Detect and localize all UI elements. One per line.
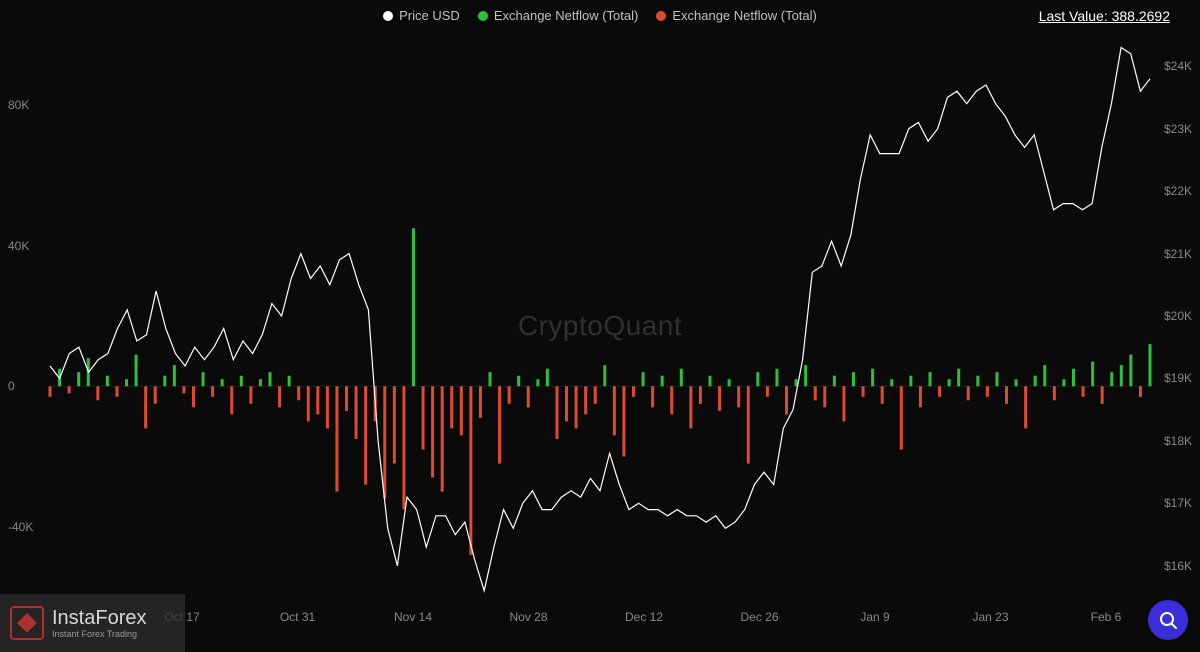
x-tick: Oct 31	[280, 610, 315, 624]
y-right-tick: $22K	[1164, 184, 1192, 198]
y-right-tick: $20K	[1164, 309, 1192, 323]
logo-main: InstaForex	[52, 608, 146, 628]
y-right-tick: $18K	[1164, 434, 1192, 448]
logo-sub: Instant Forex Trading	[52, 630, 146, 639]
x-tick: Jan 9	[860, 610, 889, 624]
y-right-tick: $16K	[1164, 559, 1192, 573]
search-button[interactable]	[1148, 600, 1188, 640]
y-left-tick: 0	[8, 379, 15, 393]
logo-icon	[10, 606, 44, 640]
y-right-tick: $23K	[1164, 122, 1192, 136]
y-right-tick: $19K	[1164, 371, 1192, 385]
y-left-tick: -40K	[8, 520, 33, 534]
x-tick: Dec 26	[740, 610, 778, 624]
chart-container: Price USD Exchange Netflow (Total) Excha…	[0, 0, 1200, 652]
x-tick: Nov 28	[509, 610, 547, 624]
x-tick: Dec 12	[625, 610, 663, 624]
chart-svg	[0, 0, 1200, 652]
x-tick: Feb 6	[1091, 610, 1122, 624]
x-tick: Nov 14	[394, 610, 432, 624]
y-right-tick: $24K	[1164, 59, 1192, 73]
y-right-tick: $17K	[1164, 496, 1192, 510]
y-left-tick: 40K	[8, 239, 29, 253]
search-icon	[1158, 610, 1178, 630]
y-left-tick: 80K	[8, 98, 29, 112]
instaforex-logo: InstaForex Instant Forex Trading	[0, 594, 185, 652]
x-tick: Jan 23	[972, 610, 1008, 624]
y-right-tick: $21K	[1164, 247, 1192, 261]
logo-text: InstaForex Instant Forex Trading	[52, 608, 146, 639]
